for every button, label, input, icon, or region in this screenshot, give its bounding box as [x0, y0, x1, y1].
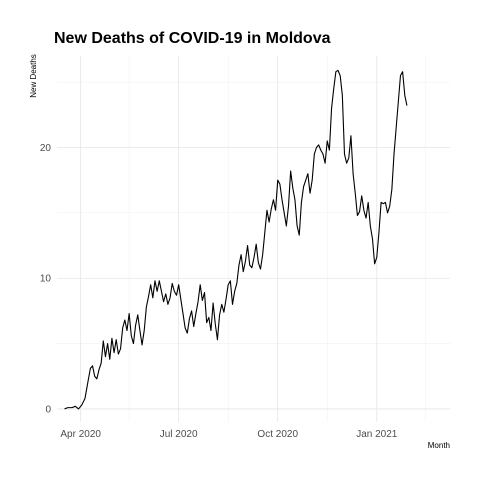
y-tick-label: 0	[45, 404, 51, 415]
x-tick-label: Jul 2020	[160, 429, 198, 440]
y-axis-title: New Deaths	[29, 54, 38, 98]
x-tick-label: Oct 2020	[257, 429, 298, 440]
tick-layer: 0 10 20 Apr 2020 Jul 2020 Oct 2020 Jan 2021	[40, 143, 398, 440]
series-line	[64, 69, 408, 410]
x-tick-label: Apr 2020	[60, 429, 101, 440]
x-axis-title: Month	[428, 441, 450, 450]
chart-title: New Deaths of COVID-19 in Moldova	[54, 30, 331, 47]
y-tick-label: 20	[40, 143, 52, 154]
y-tick-label: 10	[40, 274, 52, 285]
x-tick-label: Jan 2021	[356, 429, 398, 440]
series-layer	[64, 69, 408, 410]
grid-layer	[57, 56, 450, 422]
